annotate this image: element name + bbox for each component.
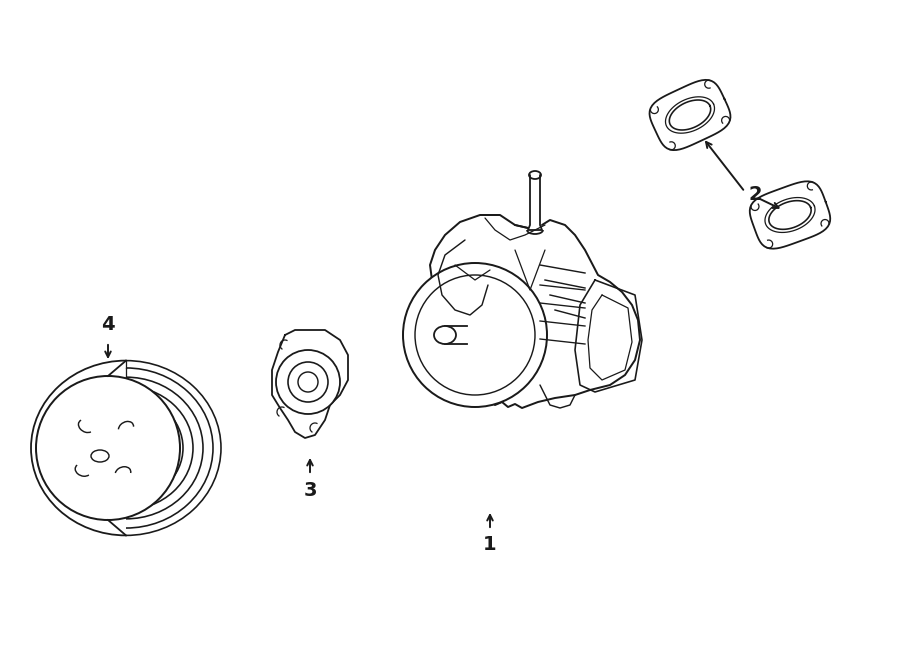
- Circle shape: [403, 263, 547, 407]
- Text: 3: 3: [303, 481, 317, 500]
- Text: 1: 1: [483, 535, 497, 555]
- Text: 4: 4: [101, 315, 115, 334]
- Text: 2: 2: [748, 186, 761, 204]
- Ellipse shape: [434, 326, 456, 344]
- Circle shape: [276, 350, 340, 414]
- Circle shape: [36, 376, 180, 520]
